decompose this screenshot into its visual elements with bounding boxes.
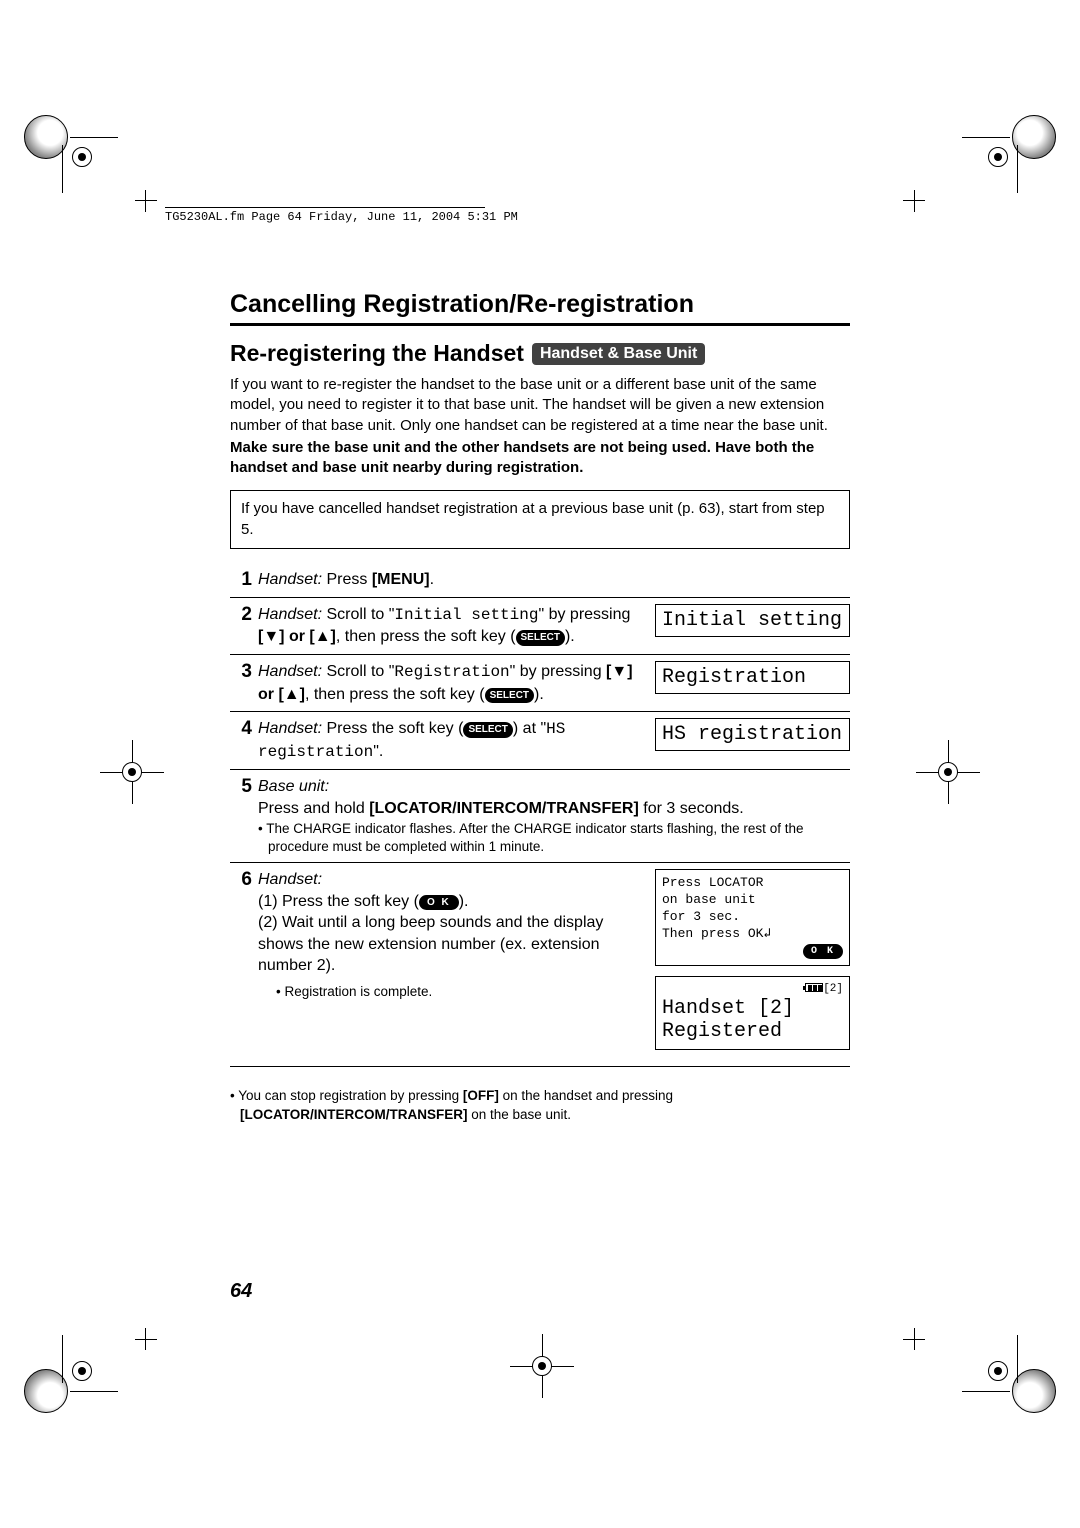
battery-icon <box>805 983 823 992</box>
step-4-text: Handset: Press the soft key (SELECT) at … <box>258 718 645 763</box>
step-number: 1 <box>230 569 258 591</box>
intro-bold: Make sure the base unit and the other ha… <box>230 438 850 479</box>
crop-mark-icon <box>30 1359 94 1423</box>
ok-softkey-icon: O K <box>803 944 843 959</box>
context-badge: Handset & Base Unit <box>532 343 705 365</box>
step-2-text: Handset: Scroll to "Initial setting" by … <box>258 604 645 648</box>
crop-mark-icon <box>510 1334 574 1398</box>
lcd-display: Initial setting <box>655 604 850 637</box>
lcd-display: HS registration <box>655 718 850 751</box>
page-title: Cancelling Registration/Re-registration <box>230 290 850 319</box>
step-number: 3 <box>230 661 258 705</box>
page-number: 64 <box>230 1280 252 1303</box>
title-rule <box>230 323 850 326</box>
step-number: 5 <box>230 776 258 856</box>
select-softkey-icon: SELECT <box>516 630 565 646</box>
lcd-display: Press LOCATOR on base unit for 3 sec. Th… <box>655 869 850 966</box>
crop-mark-icon <box>986 1359 1050 1423</box>
crop-mark-icon <box>986 105 1050 169</box>
step-number: 2 <box>230 604 258 648</box>
lcd-display: Registration <box>655 661 850 694</box>
step-number: 6 <box>230 869 258 1060</box>
note-box: If you have cancelled handset registrati… <box>230 490 850 549</box>
crop-mark-icon <box>30 105 94 169</box>
crop-mark-icon <box>916 740 980 804</box>
divider <box>230 1066 850 1067</box>
select-softkey-icon: SELECT <box>485 688 534 704</box>
section-title: Re-registering the Handset <box>230 340 524 367</box>
select-softkey-icon: SELECT <box>463 722 512 738</box>
lcd-display: [2] Handset [2] Registered <box>655 976 850 1050</box>
step-1-text: Handset: Press [MENU]. <box>258 569 850 591</box>
step-3-text: Handset: Scroll to "Registration" by pre… <box>258 661 645 705</box>
step-5-text: Base unit: Press and hold [LOCATOR/INTER… <box>258 776 850 856</box>
step-6-text: Handset: (1) Press the soft key (O K). (… <box>258 869 645 1060</box>
footnote: • You can stop registration by pressing … <box>230 1087 850 1123</box>
step-number: 4 <box>230 718 258 763</box>
intro-text: If you want to re-register the handset t… <box>230 375 850 436</box>
ok-softkey-icon: O K <box>419 895 459 911</box>
